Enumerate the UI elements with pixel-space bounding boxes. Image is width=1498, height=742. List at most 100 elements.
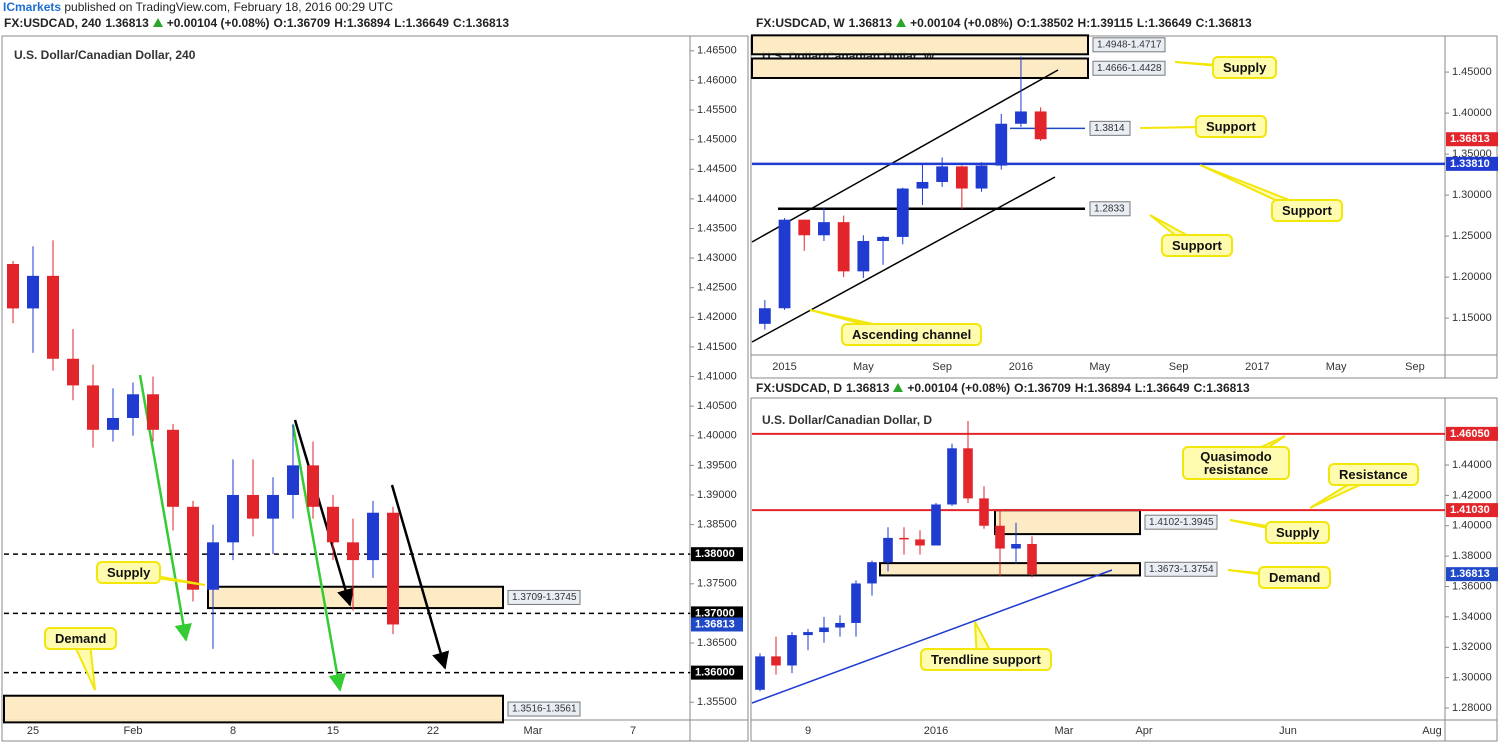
x-tick-label: 15 (327, 725, 339, 737)
x-tick-label: 7 (630, 725, 636, 737)
quote-low: L:1.36649 (1134, 381, 1190, 395)
quote-close: C:1.36813 (1195, 16, 1252, 30)
last-price-label: 1.36813 (1450, 568, 1490, 580)
candle-body (307, 465, 319, 507)
up-triangle (893, 383, 904, 392)
callout: Supply (96, 561, 162, 584)
y-tick-label: 1.41000 (697, 370, 737, 382)
candle-body (367, 512, 379, 561)
callout: Support (1161, 234, 1233, 257)
y-tick-label: 1.44000 (697, 193, 737, 205)
y-tick-label: 1.28000 (1452, 702, 1492, 714)
candle-body (755, 656, 765, 690)
candle-body (287, 465, 299, 495)
candle-body (931, 504, 941, 546)
y-tick-label: 1.30000 (1452, 189, 1492, 201)
candle-body (47, 275, 59, 359)
zone (751, 34, 1089, 56)
candle-body (771, 656, 781, 666)
x-tick-label: Feb (124, 725, 143, 737)
publisher[interactable]: ICmarkets (3, 0, 62, 14)
candle-body (857, 241, 870, 272)
axis-price-label: 1.46050 (1450, 428, 1490, 440)
candle-body (851, 583, 861, 623)
quote-price: 1.36813 (848, 16, 893, 30)
candle-body (916, 181, 929, 189)
trend-line (751, 69, 1059, 243)
callout: Resistance (1328, 463, 1419, 486)
axis-price-box (1446, 156, 1498, 171)
callout: Demand (44, 627, 118, 650)
y-tick-label: 1.39500 (697, 459, 737, 471)
candle-body (979, 498, 989, 526)
zone (207, 585, 504, 610)
y-tick-label: 1.37500 (697, 578, 737, 590)
quote-line: FX:USDCAD, W 1.36813 +0.00104 (+0.08%) O:1.… (756, 16, 1256, 30)
candle-body (899, 537, 909, 540)
x-tick-label: Sep (932, 361, 952, 373)
candle-body (915, 539, 925, 546)
quote-open: O:1.36709 (1014, 381, 1071, 395)
level-label: 1.3814 (1094, 123, 1125, 134)
quote-symbol: FX:USDCAD, W (756, 16, 845, 30)
y-tick-label: 1.39000 (697, 489, 737, 501)
last-price-label: 1.36813 (1450, 133, 1490, 145)
zone-label-box (1144, 561, 1218, 577)
axis-price-box (1446, 426, 1498, 441)
zone-label: 1.3709-1.3745 (512, 592, 577, 603)
candle-body (883, 537, 893, 563)
axis-price-label: 1.41030 (1450, 504, 1490, 516)
quote-change: +0.00104 (+0.08%) (907, 381, 1011, 395)
y-tick-label: 1.44000 (1452, 459, 1492, 471)
panel-frame (1, 35, 749, 742)
y-tick-label: 1.36500 (697, 637, 737, 649)
zone-label: 1.4948-1.4717 (1097, 39, 1162, 50)
callout: Quasimodo resistance (1182, 446, 1290, 480)
zone (3, 694, 504, 724)
y-tick-label: 1.38000 (1452, 550, 1492, 562)
y-tick-label: 1.20000 (1452, 271, 1492, 283)
zone-label-box (507, 589, 581, 605)
zone-label-box (507, 701, 581, 717)
quote-change: +0.00104 (+0.08%) (166, 16, 270, 30)
axis-price-label: 1.36000 (695, 667, 735, 679)
candle-body (7, 264, 19, 309)
arrow (291, 424, 346, 692)
zone-label-box (1144, 514, 1218, 530)
candle-body (758, 308, 771, 324)
x-tick-label: Mar (1055, 725, 1074, 737)
quote-open: O:1.38502 (1016, 16, 1074, 30)
axis-price-box (691, 665, 743, 680)
x-tick-label: 22 (427, 725, 439, 737)
candle-body (327, 506, 339, 543)
last-price-box (1446, 132, 1498, 147)
x-tick-label: 8 (230, 725, 236, 737)
x-tick-label: 2015 (772, 361, 796, 373)
candle-body (1034, 111, 1047, 140)
arrow (293, 419, 354, 607)
zone (994, 509, 1141, 536)
candle-body (1011, 543, 1021, 549)
candle-body (818, 222, 830, 236)
last-price-box (691, 617, 743, 632)
candle-body (819, 627, 829, 633)
zone (879, 562, 1141, 577)
candle-body (347, 542, 359, 561)
candle-body (387, 512, 399, 625)
axis-price-label: 1.38000 (695, 548, 735, 560)
level-label-box (1089, 201, 1131, 217)
y-tick-label: 1.40500 (697, 400, 737, 412)
callout: Supply (1265, 521, 1331, 544)
publish-line: ICmarkets published on TradingView.com, … (3, 0, 393, 14)
x-tick-label: 9 (805, 725, 811, 737)
zone-label: 1.3516-1.3561 (512, 704, 577, 715)
y-tick-label: 1.45000 (1452, 66, 1492, 78)
x-tick-label: Sep (1405, 361, 1425, 373)
candle-body (835, 622, 845, 628)
y-tick-label: 1.32000 (1452, 641, 1492, 653)
quote-symbol: FX:USDCAD, D (756, 381, 842, 395)
x-tick-label: Jun (1279, 725, 1297, 737)
axis-price-label: 1.37000 (695, 607, 735, 619)
y-tick-label: 1.36000 (1452, 580, 1492, 592)
